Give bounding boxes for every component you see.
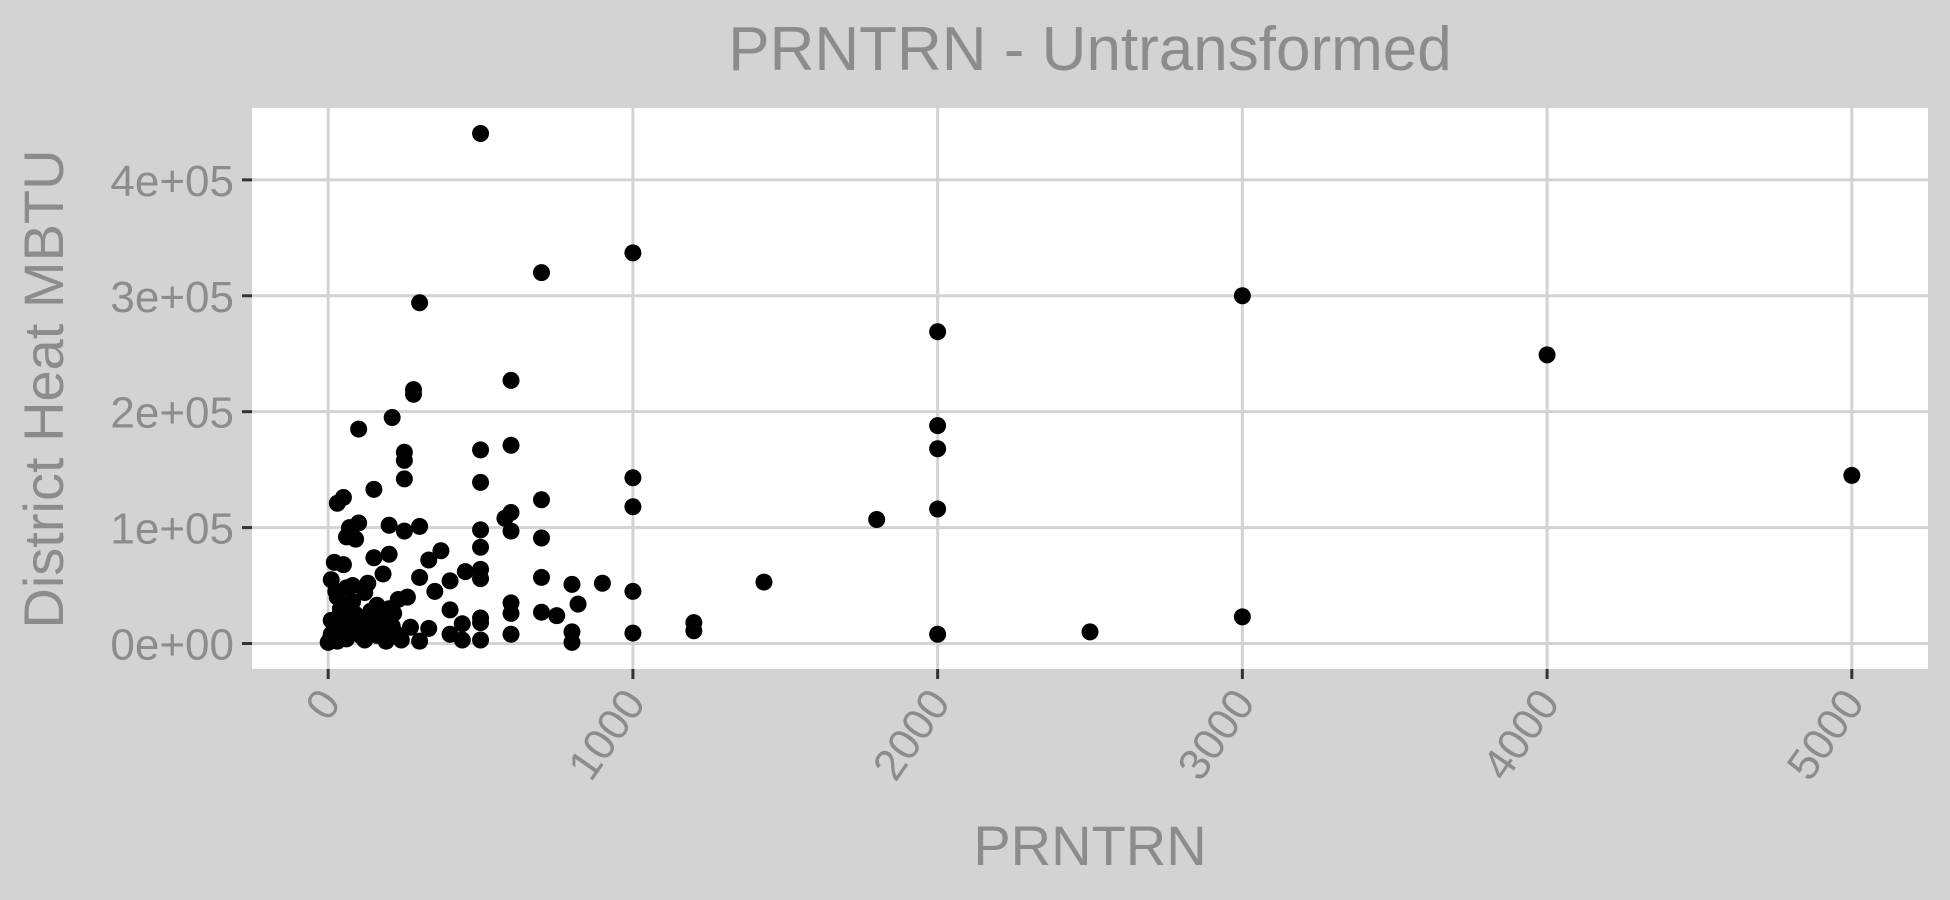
data-point — [502, 522, 520, 540]
y-tick-label: 0e+00 — [110, 621, 234, 670]
data-points — [319, 125, 1861, 651]
data-point — [420, 551, 438, 569]
data-point — [929, 417, 947, 435]
data-point — [472, 631, 490, 649]
data-point — [624, 469, 642, 487]
data-point — [502, 436, 520, 454]
data-point — [441, 601, 459, 619]
data-point — [327, 582, 345, 600]
data-point — [532, 529, 550, 547]
data-point — [472, 570, 490, 588]
data-point — [929, 625, 947, 643]
data-point — [472, 125, 490, 142]
data-point — [383, 408, 401, 426]
data-point — [401, 618, 419, 636]
data-point — [395, 451, 413, 469]
data-point — [1081, 623, 1099, 641]
data-point — [385, 604, 403, 622]
y-tick-label: 3e+05 — [110, 273, 234, 322]
x-tick-label: 4000 — [1473, 681, 1569, 789]
data-point — [426, 582, 444, 600]
data-point — [411, 568, 429, 586]
grid-lines — [252, 108, 1928, 669]
y-tick-label: 4e+05 — [110, 157, 234, 206]
x-tick-label: 2000 — [864, 681, 960, 789]
data-point — [374, 565, 392, 583]
data-point — [548, 607, 566, 625]
data-point — [472, 521, 490, 539]
data-point — [365, 549, 383, 567]
data-point — [532, 568, 550, 586]
data-point — [432, 542, 450, 560]
data-point — [373, 625, 391, 643]
data-point — [365, 480, 383, 498]
data-point — [496, 509, 514, 527]
data-point — [624, 498, 642, 516]
data-point — [563, 575, 581, 593]
data-point — [532, 603, 550, 621]
data-point — [472, 473, 490, 491]
x-tick-label: 5000 — [1778, 681, 1874, 789]
data-point — [389, 590, 407, 608]
data-point — [502, 371, 520, 389]
x-tick-label: 3000 — [1168, 681, 1264, 789]
x-tick-label: 1000 — [559, 681, 655, 789]
data-point — [472, 538, 490, 556]
data-point — [624, 244, 642, 262]
y-tick-label: 2e+05 — [110, 389, 234, 438]
data-point — [929, 500, 947, 518]
x-axis-title: PRNTRN — [973, 814, 1206, 877]
data-point — [532, 491, 550, 509]
data-point — [456, 563, 474, 581]
y-axis-title: District Heat MBTU — [12, 149, 75, 628]
chart-title: PRNTRN - Untransformed — [728, 15, 1451, 84]
data-point — [453, 631, 471, 649]
data-point — [411, 632, 429, 650]
data-point — [420, 619, 438, 637]
data-point — [334, 556, 352, 574]
x-tick-label: 0 — [296, 681, 350, 729]
data-point — [380, 545, 398, 563]
data-point — [563, 633, 581, 651]
data-point — [359, 574, 377, 592]
data-point — [624, 624, 642, 642]
data-point — [569, 595, 587, 613]
data-point — [328, 494, 346, 512]
data-point — [624, 582, 642, 600]
data-point — [350, 420, 368, 438]
data-point — [395, 522, 413, 540]
data-point — [386, 624, 404, 642]
data-point — [755, 573, 773, 591]
data-point — [411, 294, 429, 312]
data-point — [868, 510, 886, 528]
data-point — [593, 574, 611, 592]
data-point — [1843, 466, 1861, 484]
data-point — [405, 385, 423, 403]
data-point — [411, 517, 429, 535]
data-point — [502, 604, 520, 622]
y-tick-label: 1e+05 — [110, 505, 234, 554]
data-point — [502, 625, 520, 643]
data-point — [1233, 608, 1251, 626]
data-point — [472, 441, 490, 459]
plot-panel — [252, 108, 1928, 669]
data-point — [685, 622, 703, 640]
data-point — [441, 572, 459, 590]
data-point — [347, 530, 365, 548]
data-point — [532, 264, 550, 282]
data-point — [929, 440, 947, 458]
data-point — [1233, 287, 1251, 305]
data-point — [472, 614, 490, 632]
data-point — [344, 577, 362, 595]
data-point — [395, 470, 413, 488]
data-point — [929, 323, 947, 341]
data-point — [1538, 346, 1556, 364]
data-point — [453, 615, 471, 633]
data-point — [380, 516, 398, 534]
